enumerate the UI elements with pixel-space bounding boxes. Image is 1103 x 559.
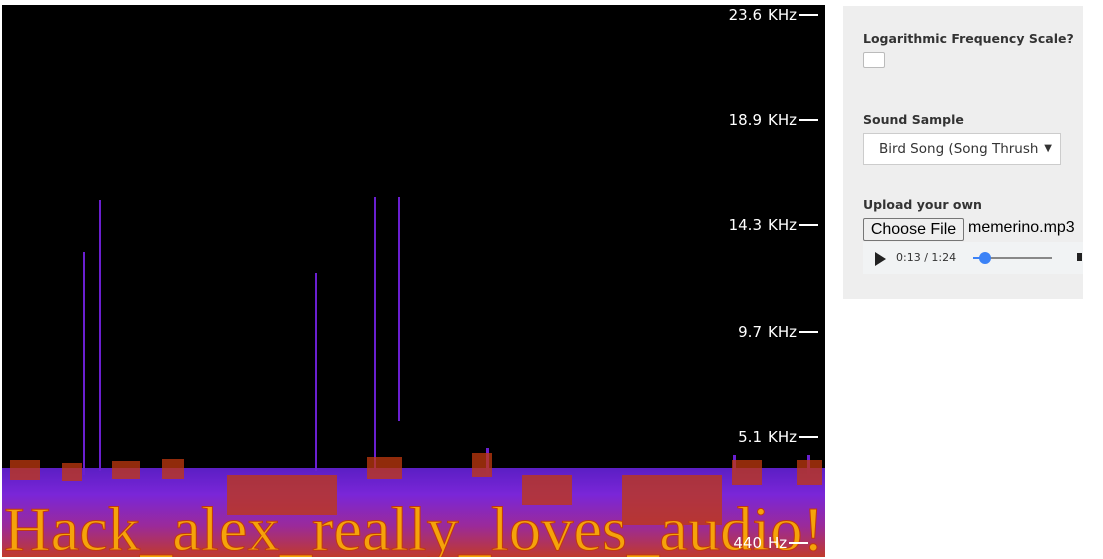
spectrogram-burst <box>162 459 184 479</box>
volume-icon[interactable] <box>1077 253 1082 261</box>
file-name: memerino.mp3 <box>968 219 1075 236</box>
controls-panel: Logarithmic Frequency Scale? Sound Sampl… <box>843 6 1083 299</box>
spectrogram-burst <box>367 457 402 479</box>
freq-label-23-6: 23.6 KHz <box>722 6 818 24</box>
upload-label: Upload your own <box>863 197 982 212</box>
freq-tick <box>789 542 809 544</box>
audio-time: 0:13 / 1:24 <box>896 251 957 264</box>
spectrogram-streak <box>398 197 400 421</box>
spectrogram-image: Hack_alex_really_loves_audio! <box>2 197 825 557</box>
spectrogram-burst <box>10 460 40 480</box>
sound-sample-label: Sound Sample <box>863 112 964 127</box>
spectrogram-hidden-text: Hack_alex_really_loves_audio! <box>4 496 824 557</box>
spectrogram-burst <box>112 461 140 479</box>
spectrogram-burst <box>622 475 722 525</box>
audio-progress-slider[interactable] <box>973 252 1052 264</box>
spectrogram-burst <box>62 463 82 481</box>
chevron-down-icon: ▼ <box>1044 143 1052 154</box>
spectrogram-streak <box>374 197 376 469</box>
spectrogram-streak <box>83 252 85 475</box>
freq-tick <box>799 436 818 438</box>
spectrogram-burst <box>472 453 492 477</box>
spectrogram-burst <box>732 460 762 485</box>
audio-progress-fill <box>973 257 986 259</box>
spectrogram-canvas: Hack_alex_really_loves_audio! 23.6 KHz 18… <box>2 5 825 557</box>
freq-label-14-3: 14.3 KHz <box>722 216 818 234</box>
freq-label-9-7: 9.7 KHz <box>722 323 818 341</box>
log-scale-label: Logarithmic Frequency Scale? <box>863 31 1074 46</box>
spectrogram-streak <box>99 200 101 471</box>
freq-tick <box>799 331 818 333</box>
freq-tick <box>799 224 818 226</box>
audio-player: 0:13 / 1:24 <box>863 242 1083 274</box>
choose-file-button[interactable]: Choose File <box>863 218 964 241</box>
freq-label-18-9: 18.9 KHz <box>722 111 818 129</box>
audio-progress-thumb[interactable] <box>979 252 992 264</box>
play-icon[interactable] <box>875 252 886 266</box>
sound-sample-select[interactable]: Bird Song (Song Thrush ▼ <box>863 133 1061 165</box>
spectrogram-streak <box>315 273 317 471</box>
sound-sample-value: Bird Song (Song Thrush <box>879 141 1039 157</box>
freq-tick <box>799 119 818 121</box>
spectrogram-burst <box>522 475 572 505</box>
spectrogram-burst <box>797 460 822 485</box>
freq-label-440: 440 Hz <box>722 534 809 552</box>
freq-tick <box>799 14 818 16</box>
log-scale-checkbox[interactable] <box>863 52 885 68</box>
freq-label-5-1: 5.1 KHz <box>722 428 818 446</box>
spectrogram-burst <box>227 475 337 515</box>
